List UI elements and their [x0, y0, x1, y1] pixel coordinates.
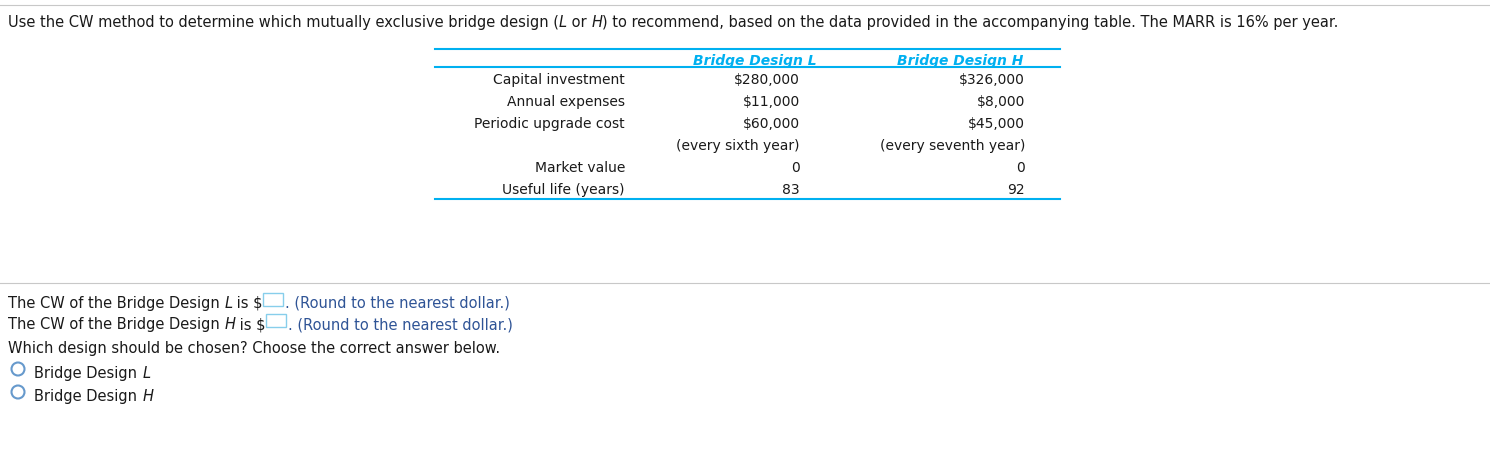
Text: The CW of the Bridge Design: The CW of the Bridge Design	[7, 316, 225, 332]
Text: Use the CW method to determine which mutually exclusive bridge design (: Use the CW method to determine which mut…	[7, 15, 559, 30]
Text: Bridge Design: Bridge Design	[34, 388, 142, 403]
Text: ) to recommend, based on the data provided in the accompanying table. The MARR i: ) to recommend, based on the data provid…	[602, 15, 1338, 30]
Text: $8,000: $8,000	[976, 95, 1025, 109]
Text: . (Round to the nearest dollar.): . (Round to the nearest dollar.)	[288, 316, 513, 332]
Text: $11,000: $11,000	[742, 95, 800, 109]
Text: $45,000: $45,000	[968, 117, 1025, 131]
Text: L: L	[142, 365, 150, 380]
Text: Bridge Design: Bridge Design	[34, 365, 142, 380]
Text: Periodic upgrade cost: Periodic upgrade cost	[474, 117, 624, 131]
Text: L: L	[559, 15, 568, 30]
Text: is $: is $	[235, 316, 265, 332]
Text: Bridge Design H: Bridge Design H	[897, 54, 1024, 68]
Text: 0: 0	[1016, 161, 1025, 175]
Text: or: or	[568, 15, 592, 30]
Text: L: L	[225, 295, 232, 310]
Text: $326,000: $326,000	[960, 73, 1025, 87]
Text: $280,000: $280,000	[735, 73, 800, 87]
FancyBboxPatch shape	[265, 314, 286, 327]
Text: H: H	[592, 15, 602, 30]
Text: . (Round to the nearest dollar.): . (Round to the nearest dollar.)	[285, 295, 510, 310]
Text: Capital investment: Capital investment	[493, 73, 624, 87]
Text: Bridge Design L: Bridge Design L	[693, 54, 817, 68]
Text: is $: is $	[232, 295, 264, 310]
Text: (every sixth year): (every sixth year)	[676, 139, 800, 153]
Text: H: H	[142, 388, 153, 403]
Text: 83: 83	[782, 182, 800, 197]
Text: 92: 92	[1007, 182, 1025, 197]
Text: (every seventh year): (every seventh year)	[879, 139, 1025, 153]
Text: Annual expenses: Annual expenses	[507, 95, 624, 109]
Text: $60,000: $60,000	[744, 117, 800, 131]
Text: H: H	[225, 316, 235, 332]
FancyBboxPatch shape	[264, 294, 283, 307]
Text: The CW of the Bridge Design: The CW of the Bridge Design	[7, 295, 225, 310]
Text: Useful life (years): Useful life (years)	[502, 182, 624, 197]
Text: Which design should be chosen? Choose the correct answer below.: Which design should be chosen? Choose th…	[7, 340, 501, 355]
Text: Market value: Market value	[535, 161, 624, 175]
Text: 0: 0	[791, 161, 800, 175]
